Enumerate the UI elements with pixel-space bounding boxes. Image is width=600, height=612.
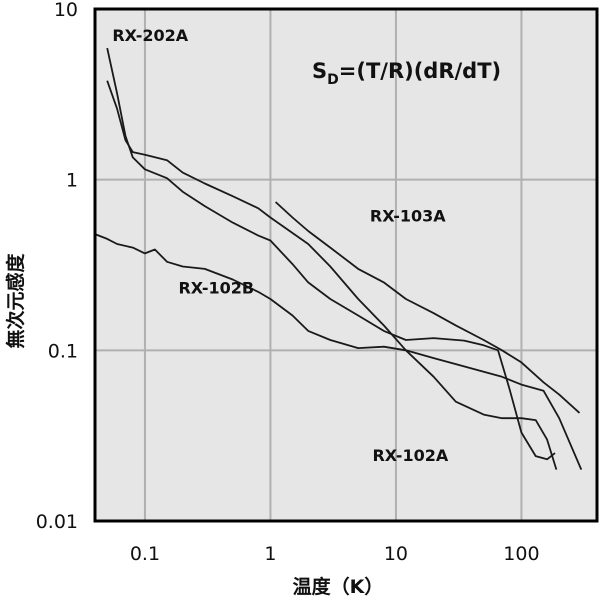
series-line-rx-102a: [106, 80, 558, 470]
formula-subscript: D: [327, 72, 339, 88]
series-group: [94, 47, 583, 470]
y-tick-label: 1: [66, 170, 78, 192]
x-tick-label: 10: [384, 543, 408, 565]
series-label-rx-102b: RX-102B: [178, 279, 254, 298]
tick-labels: 0.1 1 10 100 0.01 0.1 1 10: [36, 0, 540, 565]
x-tick-label: 100: [503, 543, 539, 565]
y-axis-title: 無次元感度: [4, 253, 27, 349]
series-label-rx-202a: RX-202A: [112, 26, 188, 45]
formula-annotation: SD=(T/R)(dR/dT): [312, 59, 501, 88]
series-line-rx-103a: [274, 201, 581, 414]
series-line-rx-202a: [106, 47, 556, 461]
y-tick-label: 0.1: [48, 340, 78, 362]
series-line-rx-102b: [94, 233, 583, 470]
y-tick-label: 0.01: [36, 511, 78, 533]
plot-frame: [93, 7, 599, 523]
x-tick-label: 1: [264, 543, 276, 565]
x-axis-title: 温度（K）: [293, 575, 384, 598]
series-labels: RX-202A RX-102A RX-103A RX-102B: [112, 26, 448, 465]
x-tick-label: 0.1: [130, 543, 160, 565]
y-tick-label: 10: [54, 0, 78, 21]
formula-rest: =(T/R)(dR/dT): [339, 59, 501, 83]
series-label-rx-103a: RX-103A: [370, 206, 446, 225]
series-label-rx-102a: RX-102A: [372, 446, 448, 465]
formula-main: S: [312, 59, 327, 83]
